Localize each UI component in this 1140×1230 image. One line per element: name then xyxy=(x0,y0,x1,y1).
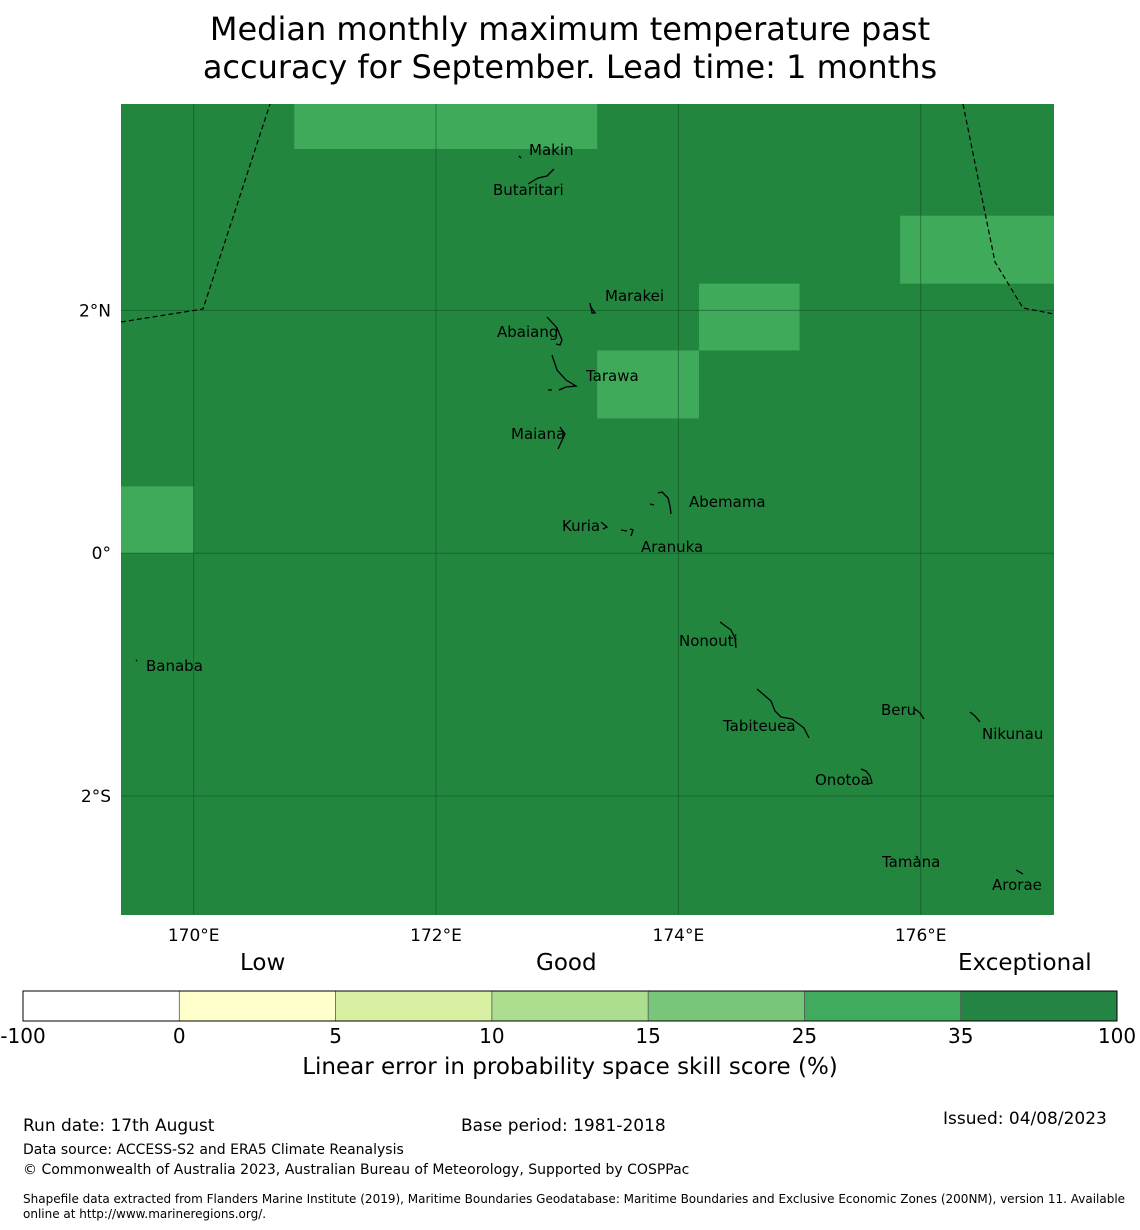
island-label-nikunau: Nikunau xyxy=(982,725,1043,743)
colorbar-tick-label: 100 xyxy=(1097,1024,1137,1048)
eez-boundary-east xyxy=(962,103,1055,315)
island-outline-aranuka xyxy=(620,528,634,537)
island-label-tamana: Tamana xyxy=(881,853,940,871)
island-label-maiana: Maiana xyxy=(511,425,565,443)
axis-ticks: 170°E 172°E 174°E 176°E 2°N 0° 2°S xyxy=(79,301,947,946)
data-source: Data source: ACCESS-S2 and ERA5 Climate … xyxy=(23,1142,404,1158)
island-outline-maiana xyxy=(557,426,566,450)
x-tick-label: 176°E xyxy=(895,926,947,946)
skill-cell-3 xyxy=(597,350,699,419)
copyright: © Commonwealth of Australia 2023, Austra… xyxy=(23,1162,690,1178)
island-outline-butaritari xyxy=(527,168,555,185)
island-outline-banaba xyxy=(135,659,138,662)
colorbar-bin xyxy=(491,991,649,1021)
island-outline-makin xyxy=(518,155,522,159)
island-label-marakei: Marakei xyxy=(605,287,664,305)
shapefile-credit-line-2: online at http://www.marineregions.org/. xyxy=(23,1207,267,1221)
island-label-banaba: Banaba xyxy=(146,657,203,675)
island-label-kuria: Kuria xyxy=(562,517,600,535)
run-date: Run date: 17th August xyxy=(23,1116,215,1136)
issued-date: Issued: 04/08/2023 xyxy=(943,1109,1107,1129)
island-labels: Makin Butaritari Marakei Abaiang Tarawa Maian… xyxy=(146,141,1043,894)
island-outline-kuria xyxy=(600,521,609,530)
island-label-nonouti: Nonouti xyxy=(679,632,738,650)
x-tick-label: 172°E xyxy=(410,926,462,946)
colorbar-category-exceptional: Exceptional xyxy=(958,950,1092,976)
eez-boundary-west xyxy=(120,103,271,323)
colorbar-category-low: Low xyxy=(240,950,286,976)
island-outline-tarawa xyxy=(548,354,579,391)
island-outline-tabiteuea xyxy=(756,688,810,739)
island-outline-arorae xyxy=(1015,869,1024,875)
island-label-tabiteuea: Tabiteuea xyxy=(722,717,796,735)
skill-cell-1 xyxy=(900,215,1054,284)
colorbar-tick-label: 35 xyxy=(947,1024,974,1048)
chart-title: Median monthly maximum temperature past … xyxy=(0,10,1140,86)
colorbar-bin xyxy=(23,991,180,1021)
colorbar-tick-label: 10 xyxy=(479,1024,505,1048)
y-tick-label: 2°N xyxy=(79,301,111,321)
colorbar-bin xyxy=(179,991,336,1021)
island-label-abemama: Abemama xyxy=(689,493,766,511)
skill-cell-2 xyxy=(698,283,800,351)
island-outline-beru xyxy=(914,708,925,720)
colorbar-bin xyxy=(804,991,961,1021)
x-tick-label: 170°E xyxy=(168,926,220,946)
colorbar-bin xyxy=(960,991,1117,1021)
island-outline-nikunau xyxy=(969,711,981,723)
shapefile-credit: Shapefile data extracted from Flanders M… xyxy=(23,1192,1133,1222)
map-background xyxy=(121,104,1054,915)
island-label-abaiang: Abaiang xyxy=(497,323,558,341)
island-label-tarawa: Tarawa xyxy=(585,367,639,385)
island-label-makin: Makin xyxy=(529,141,574,159)
colorbar-category-good: Good xyxy=(536,950,597,976)
colorbar-tick-label: 15 xyxy=(635,1024,661,1048)
skill-cell-0 xyxy=(294,104,598,149)
colorbar-bin xyxy=(648,991,805,1021)
island-outline-nonouti xyxy=(719,621,737,649)
colorbar-tick-label: 25 xyxy=(791,1024,818,1048)
colorbar-tick-label: 0 xyxy=(172,1024,186,1048)
shapefile-credit-line-1: Shapefile data extracted from Flanders M… xyxy=(23,1192,1126,1206)
island-label-aranuka: Aranuka xyxy=(641,538,703,556)
y-tick-label: 2°S xyxy=(81,787,111,807)
island-outlines xyxy=(135,155,1024,875)
island-outline-abemama xyxy=(649,491,672,515)
map-plot: Makin Butaritari Marakei Abaiang Tarawa Maian… xyxy=(79,103,1055,946)
colorbar-bin xyxy=(335,991,492,1021)
x-tick-label: 174°E xyxy=(653,926,705,946)
colorbar-frame xyxy=(22,990,1118,1022)
base-period: Base period: 1981-2018 xyxy=(461,1116,666,1136)
title-line-1: Median monthly maximum temperature past xyxy=(209,10,931,48)
colorbar-tick-label: 5 xyxy=(329,1024,342,1048)
island-label-beru: Beru xyxy=(881,701,916,719)
island-outline-onotoa xyxy=(860,768,873,785)
colorbar-tick-label: -100 xyxy=(0,1024,46,1048)
title-line-2: accuracy for September. Lead time: 1 mon… xyxy=(202,48,938,86)
graticule xyxy=(121,104,1054,915)
skill-grid xyxy=(121,104,1054,915)
island-outline-marakei xyxy=(589,302,597,314)
y-tick-label: 0° xyxy=(92,544,111,564)
eez-boundaries xyxy=(120,103,1055,323)
skill-cell-4 xyxy=(121,486,194,554)
island-label-butaritari: Butaritari xyxy=(493,181,564,199)
island-label-arorae: Arorae xyxy=(992,876,1042,894)
island-label-onotoa: Onotoa xyxy=(815,771,870,789)
island-outline-abaiang xyxy=(546,316,563,346)
colorbar-label: Linear error in probability space skill … xyxy=(302,1054,838,1080)
island-outline-tamana xyxy=(915,855,919,859)
